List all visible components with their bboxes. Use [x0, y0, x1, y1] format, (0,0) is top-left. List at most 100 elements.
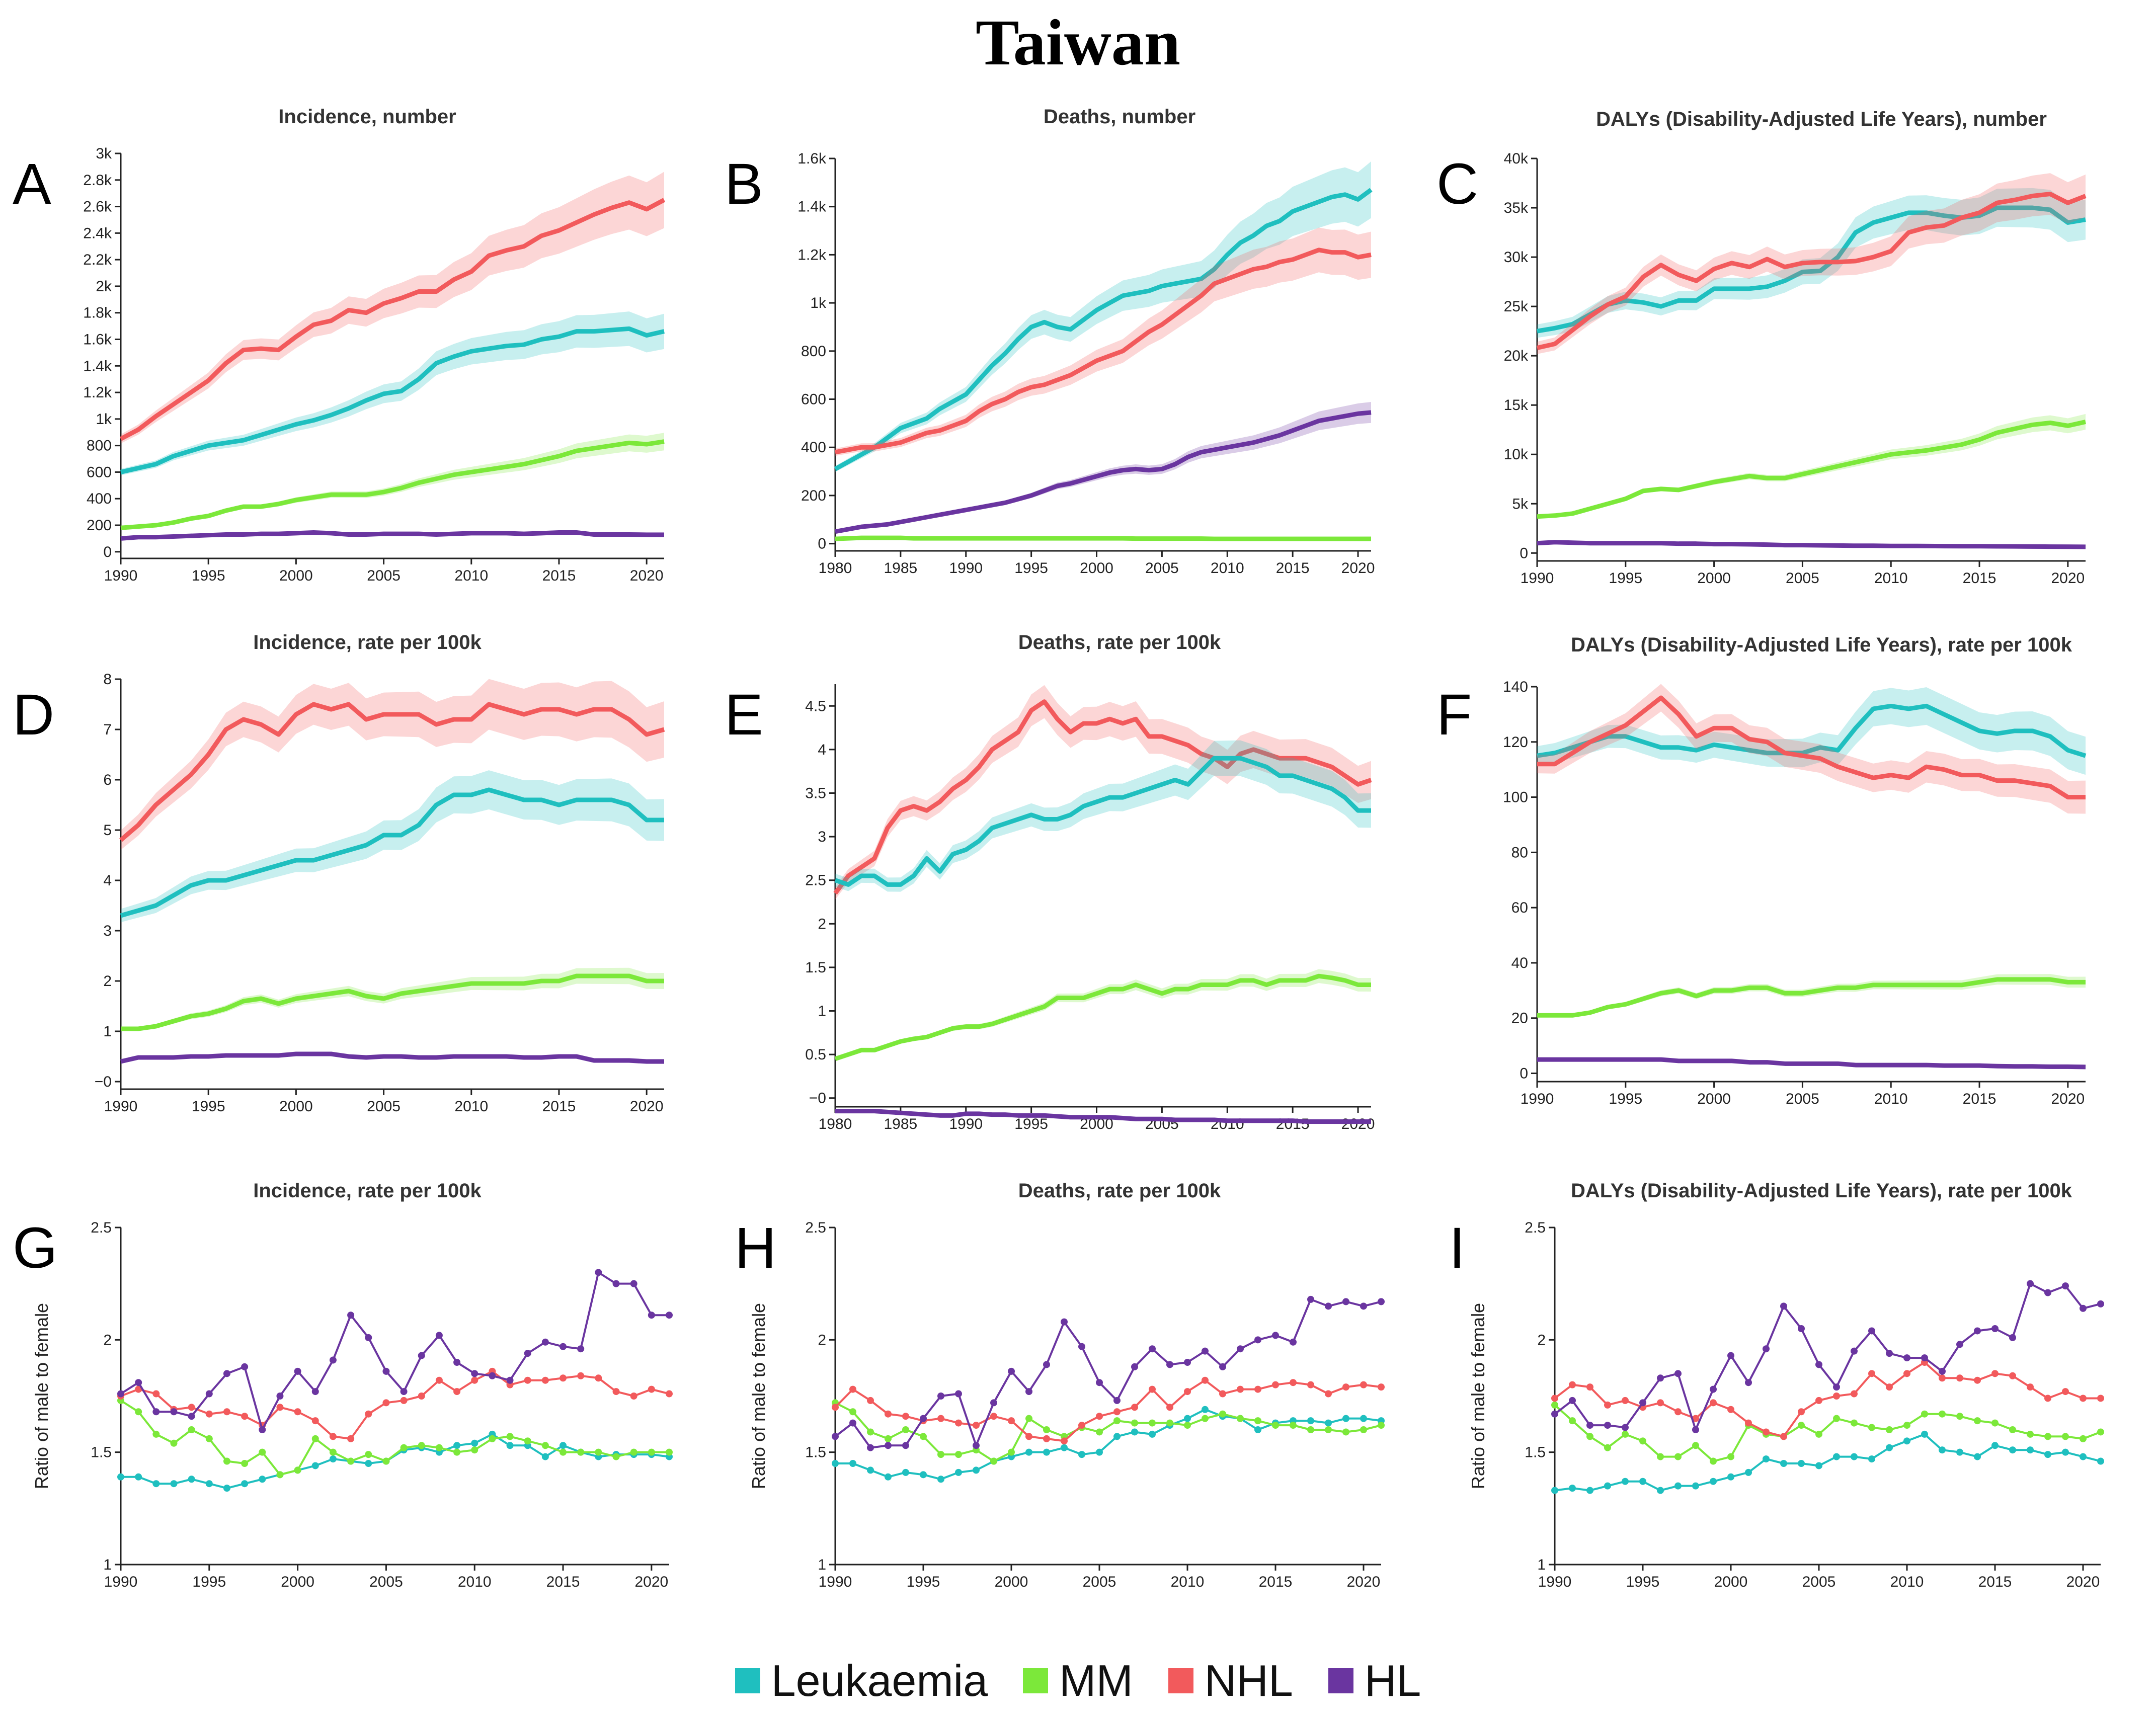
- x-tick-label: 1995: [192, 1098, 225, 1115]
- y-tick-label: 1.6k: [797, 150, 827, 167]
- point-hl: [666, 1312, 673, 1319]
- point-hl: [1307, 1295, 1314, 1303]
- point-leukaemia: [1798, 1460, 1805, 1467]
- point-hl: [1921, 1354, 1928, 1362]
- point-hl: [2027, 1280, 2034, 1287]
- x-tick-label: 2015: [1276, 560, 1310, 577]
- point-mm: [2062, 1433, 2069, 1440]
- y-tick-label: 8: [103, 671, 112, 688]
- x-tick-label: 1990: [104, 567, 138, 584]
- panel-title: Incidence, rate per 100k: [253, 1180, 482, 1202]
- x-tick-label: 1990: [104, 1574, 138, 1590]
- point-nhl: [577, 1372, 585, 1379]
- x-tick-label: 2020: [630, 567, 664, 584]
- line-mm: [120, 439, 665, 530]
- panel-g: G Incidence, rate per 100k Ratio of male t…: [13, 1180, 673, 1590]
- band-leukaemia: [121, 770, 664, 923]
- point-hl: [1131, 1363, 1138, 1370]
- point-hl: [1833, 1383, 1840, 1391]
- point-hl: [612, 1280, 620, 1287]
- point-mm: [1657, 1453, 1664, 1460]
- x-tick-label: 2010: [1211, 560, 1244, 577]
- y-tick-label: 60: [1511, 899, 1528, 916]
- point-mm: [471, 1446, 478, 1454]
- line-hl: [835, 410, 1372, 534]
- line-leukaemia: [1537, 205, 2086, 334]
- point-nhl: [1939, 1374, 1946, 1382]
- panel-letter: H: [735, 1216, 776, 1280]
- point-leukaemia: [365, 1460, 372, 1467]
- point-hl: [294, 1367, 301, 1375]
- y-tick-label: 2.4k: [83, 225, 112, 241]
- line-mm: [835, 1402, 1382, 1462]
- x-tick-label: 2010: [458, 1574, 492, 1590]
- y-tick-label: 25k: [1504, 298, 1529, 315]
- point-leukaemia: [1184, 1415, 1191, 1422]
- point-nhl: [1113, 1408, 1121, 1416]
- panel-title: DALYs (Disability-Adjusted Life Years), …: [1571, 634, 2072, 656]
- point-nhl: [1131, 1404, 1138, 1411]
- point-mm: [241, 1460, 249, 1467]
- point-leukaemia: [259, 1476, 266, 1483]
- x-tick-label: 1995: [1609, 1091, 1642, 1107]
- point-mm: [1025, 1415, 1032, 1422]
- point-mm: [937, 1451, 944, 1458]
- y-tick-label: 2: [818, 916, 826, 932]
- point-mm: [1868, 1424, 1875, 1431]
- point-hl: [955, 1390, 962, 1398]
- x-tick-label: 2000: [1697, 570, 1731, 587]
- point-hl: [241, 1363, 249, 1370]
- y-tick-label: 1: [103, 1023, 112, 1040]
- panel-title: Deaths, rate per 100k: [1018, 631, 1221, 653]
- y-tick-label: −0: [95, 1074, 112, 1090]
- y-tick-label: 1.8k: [83, 305, 112, 321]
- point-nhl: [902, 1413, 909, 1420]
- panel-letter: A: [13, 152, 51, 216]
- y-tick-label: 800: [801, 343, 826, 360]
- point-mm: [1113, 1417, 1121, 1425]
- point-hl: [1780, 1302, 1787, 1310]
- x-tick-label: 2010: [454, 567, 488, 584]
- point-nhl: [849, 1385, 856, 1393]
- point-leukaemia: [1043, 1448, 1050, 1456]
- point-hl: [1710, 1385, 1717, 1393]
- point-mm: [1378, 1422, 1385, 1429]
- point-nhl: [648, 1385, 655, 1393]
- point-nhl: [990, 1413, 997, 1420]
- panel-d: D Incidence, rate per 100k −0 1 2 3 4 5 6 7 8 1990 1…: [13, 631, 665, 1115]
- point-mm: [885, 1435, 892, 1442]
- point-hl: [937, 1393, 944, 1400]
- point-hl: [1360, 1302, 1367, 1310]
- y-tick-label: 2.6k: [83, 199, 112, 215]
- point-hl: [489, 1372, 496, 1379]
- point-leukaemia: [1202, 1406, 1209, 1413]
- band-leukaemia: [835, 161, 1371, 472]
- point-hl: [1325, 1302, 1332, 1310]
- point-nhl: [135, 1385, 142, 1393]
- point-leukaemia: [1780, 1460, 1787, 1467]
- line-hl: [1537, 540, 2086, 549]
- y-tick-label: 15k: [1504, 397, 1529, 414]
- point-mm: [1886, 1426, 1893, 1433]
- line-hl: [120, 1051, 664, 1064]
- panel-letter: I: [1449, 1216, 1465, 1280]
- point-leukaemia: [1113, 1433, 1121, 1440]
- line-mm: [1537, 977, 2086, 1018]
- point-nhl: [453, 1388, 461, 1396]
- point-leukaemia: [867, 1466, 874, 1474]
- point-nhl: [152, 1390, 160, 1398]
- point-mm: [418, 1442, 425, 1449]
- line-hl: [1537, 1057, 2086, 1070]
- point-hl: [1096, 1379, 1103, 1386]
- point-hl: [1254, 1336, 1261, 1344]
- point-hl: [2044, 1289, 2051, 1296]
- point-nhl: [329, 1433, 337, 1440]
- point-leukaemia: [1833, 1453, 1840, 1460]
- point-hl: [1008, 1367, 1015, 1375]
- point-nhl: [1710, 1399, 1717, 1407]
- point-leukaemia: [311, 1462, 319, 1469]
- y-tick-label: 100: [1503, 789, 1528, 806]
- point-mm: [2027, 1430, 2034, 1438]
- x-tick-label: 2015: [1259, 1574, 1293, 1590]
- point-nhl: [1219, 1390, 1226, 1398]
